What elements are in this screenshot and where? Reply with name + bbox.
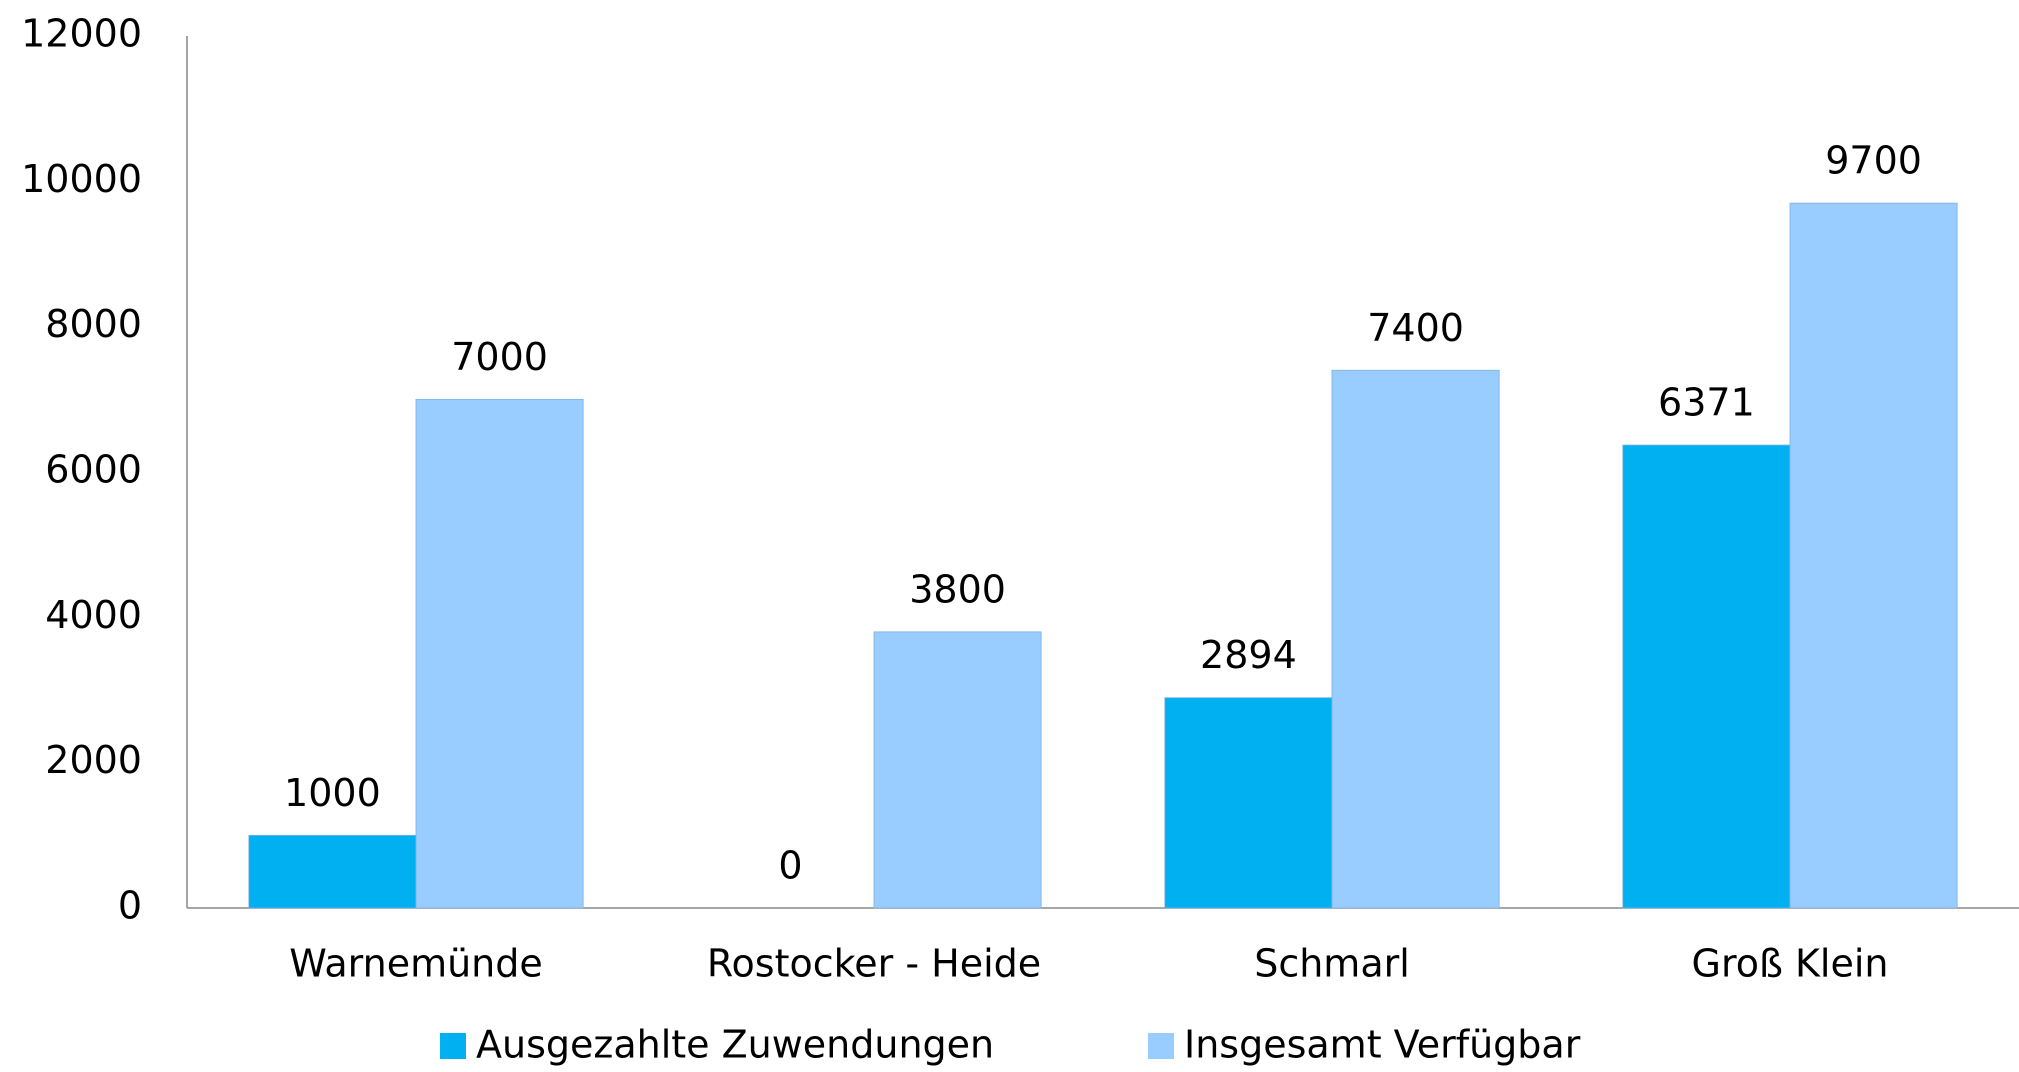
value-label: 7000 xyxy=(451,335,548,379)
legend-label: Insgesamt Verfügbar xyxy=(1184,1023,1581,1067)
bar xyxy=(1622,444,1791,909)
x-tick-label: Rostocker - Heide xyxy=(707,942,1041,986)
value-label: 9700 xyxy=(1825,139,1922,183)
value-label: 2894 xyxy=(1200,633,1297,677)
x-tick-label: Groß Klein xyxy=(1692,942,1889,986)
bar xyxy=(1164,697,1333,909)
bar xyxy=(415,398,584,909)
bar xyxy=(1331,369,1500,909)
legend-swatch xyxy=(440,1033,466,1059)
y-tick-label: 12000 xyxy=(21,12,142,56)
y-tick-label: 10000 xyxy=(21,157,142,201)
x-tick-label: Warnemünde xyxy=(289,942,543,986)
bar xyxy=(1789,202,1958,909)
x-tick-label: Schmarl xyxy=(1254,942,1410,986)
value-label: 7400 xyxy=(1367,306,1464,350)
value-label: 1000 xyxy=(284,771,381,815)
y-tick-label: 0 xyxy=(118,884,142,928)
bar xyxy=(248,834,417,909)
y-tick-label: 6000 xyxy=(45,448,142,492)
y-tick-label: 2000 xyxy=(45,738,142,782)
legend-swatch xyxy=(1148,1033,1174,1059)
value-label: 3800 xyxy=(909,567,1006,611)
y-tick-label: 4000 xyxy=(45,593,142,637)
value-label: 6371 xyxy=(1658,381,1755,425)
y-tick-label: 8000 xyxy=(45,302,142,346)
value-label: 0 xyxy=(778,844,802,888)
legend-label: Ausgezahlte Zuwendungen xyxy=(476,1023,994,1067)
bar xyxy=(873,631,1042,909)
